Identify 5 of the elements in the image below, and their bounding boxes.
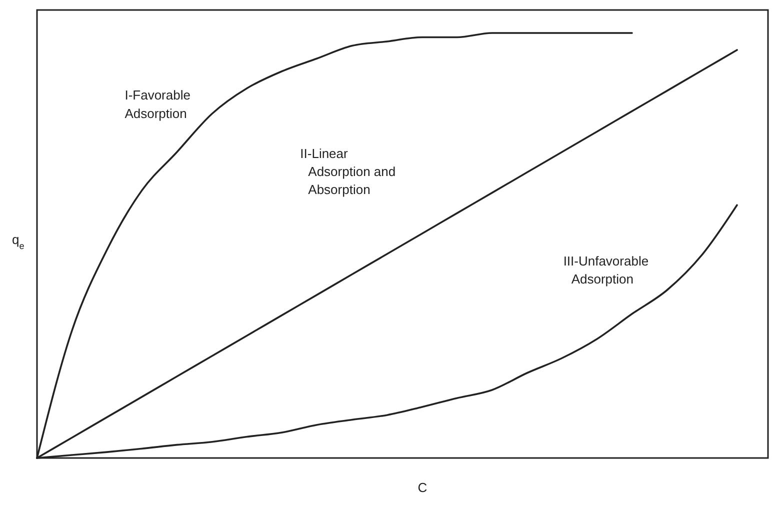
y-axis-title: q$_{e}$ (12, 232, 24, 251)
annotation: III-Unfavorable Adsorption (563, 253, 649, 287)
annotation: II-Linear Adsorption and Absorption (300, 146, 396, 198)
annotation: I-Favorable Adsorption (124, 88, 190, 121)
x-axis-title: C (418, 480, 428, 495)
